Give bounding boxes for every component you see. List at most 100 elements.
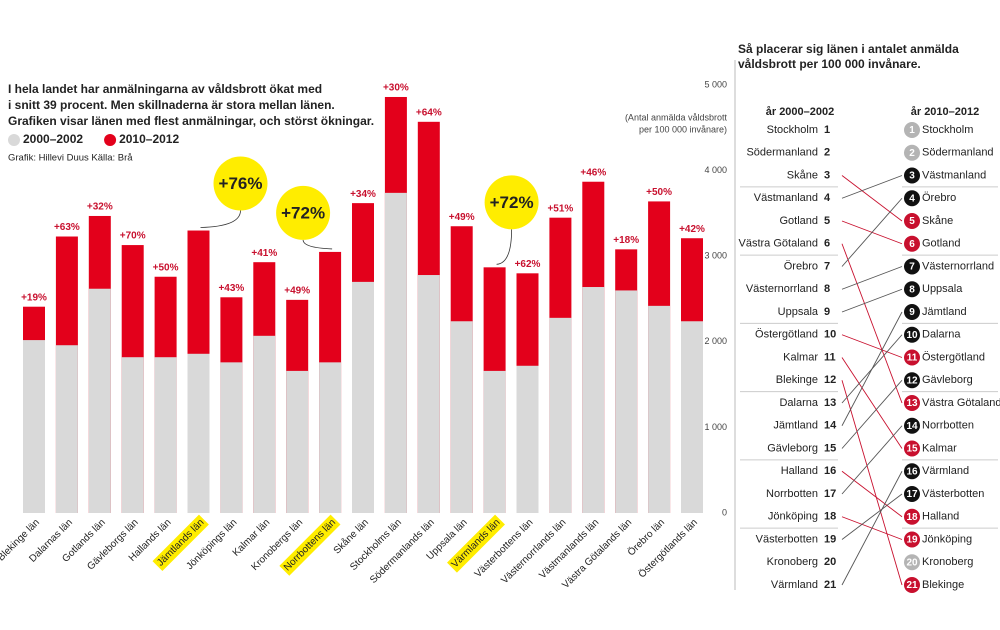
callout-line xyxy=(302,239,333,250)
left-name: Västerbotten xyxy=(756,533,818,545)
rank-circle xyxy=(904,417,920,434)
right-name: Östergötland xyxy=(922,351,985,363)
bar xyxy=(384,192,407,513)
left-rank: 20 xyxy=(824,556,836,568)
change-label: +32% xyxy=(87,202,113,213)
left-rank: 12 xyxy=(824,374,836,386)
left-rank: 11 xyxy=(824,351,836,363)
left-name: Jämtland xyxy=(773,420,818,432)
bar xyxy=(681,321,703,513)
left-rank: 5 xyxy=(824,215,830,227)
rank-circle xyxy=(904,554,920,571)
bar xyxy=(417,275,440,513)
left-name: Skåne xyxy=(787,169,818,181)
x-label-group: Östergötlands län xyxy=(636,517,700,581)
right-name: Halland xyxy=(922,511,959,523)
bar xyxy=(23,340,45,513)
left-rank: 1 xyxy=(824,124,830,136)
right-name: Västra Götaland xyxy=(922,397,1000,409)
change-label: +50% xyxy=(646,187,672,198)
left-rank: 19 xyxy=(824,533,836,545)
axis-note: (Antal anmälda våldsbrott xyxy=(625,112,728,122)
callout-label: +72% xyxy=(281,203,325,222)
callout-circle xyxy=(484,175,539,230)
bar xyxy=(516,365,539,513)
right-rank: 17 xyxy=(906,489,918,500)
change-label: +49% xyxy=(284,285,310,296)
rank-connector xyxy=(841,471,903,586)
left-name: Dalarna xyxy=(779,397,818,409)
rank-connector xyxy=(841,357,903,449)
callout-line xyxy=(200,210,241,228)
bar xyxy=(549,317,572,513)
bar xyxy=(187,353,210,513)
change-label: +63% xyxy=(54,222,80,233)
left-name: Västra Götaland xyxy=(739,238,819,250)
x-label-highlight xyxy=(447,514,505,573)
callout-circle xyxy=(276,185,331,240)
change-label: +18% xyxy=(613,235,639,246)
left-name: Västmanland xyxy=(754,192,818,204)
intro-text: i snitt 39 procent. Men skillnaderna är … xyxy=(8,98,335,112)
right-rank: 9 xyxy=(909,307,915,318)
right-rank: 15 xyxy=(906,444,918,455)
left-name: Stockholm xyxy=(767,124,818,136)
right-name: Västmanland xyxy=(922,169,986,181)
rank-circle xyxy=(904,258,920,275)
right-name: Värmland xyxy=(922,465,969,477)
left-name: Västernorrland xyxy=(746,283,818,295)
rank-connector xyxy=(841,175,903,222)
right-rank: 14 xyxy=(906,421,918,432)
intro-text: Grafiken visar länen med flest anmälning… xyxy=(8,114,374,128)
callout-circle xyxy=(213,156,268,211)
callout-line xyxy=(496,229,512,265)
ranking-title: våldsbrott per 100 000 invånare. xyxy=(738,57,921,71)
y-tick-label: 2 000 xyxy=(704,336,727,346)
right-rank: 16 xyxy=(906,466,918,477)
change-label: +46% xyxy=(580,167,606,178)
left-rank: 16 xyxy=(824,465,836,477)
right-name: Gävleborg xyxy=(922,374,973,386)
rank-circle xyxy=(904,440,920,457)
rank-circle xyxy=(904,144,920,161)
callout-label: +72% xyxy=(490,193,534,212)
right-name: Norrbotten xyxy=(922,420,974,432)
change-label: +62% xyxy=(515,259,541,270)
x-label-highlight xyxy=(279,514,341,576)
rank-circle xyxy=(904,213,920,229)
right-name: Gotland xyxy=(922,238,961,250)
left-name: Gävleborg xyxy=(767,442,818,454)
left-name: Kronoberg xyxy=(767,556,818,568)
left-rank: 18 xyxy=(824,511,836,523)
left-name: Blekinge xyxy=(776,374,818,386)
right-name: Blekinge xyxy=(922,579,964,591)
bar xyxy=(319,362,342,513)
change-label: +19% xyxy=(21,292,47,303)
change-label: +70% xyxy=(120,231,146,242)
bar xyxy=(615,290,638,513)
y-tick-label: 0 xyxy=(722,507,727,517)
right-rank: 1 xyxy=(909,125,915,136)
right-name: Stockholm xyxy=(922,124,973,136)
rank-circle xyxy=(904,508,920,525)
credit: Grafik: Hillevi Duus Källa: Brå xyxy=(8,153,133,164)
right-rank: 8 xyxy=(909,284,915,295)
right-rank: 2 xyxy=(909,148,915,159)
bar xyxy=(286,370,309,513)
rank-circle xyxy=(904,349,920,366)
ranking-title: Så placerar sig länen i antalet anmälda xyxy=(738,42,959,56)
legend-label: 2000–2002 xyxy=(23,132,83,146)
rank-connector xyxy=(841,288,903,313)
left-name: Södermanland xyxy=(746,147,818,159)
left-name: Uppsala xyxy=(778,306,819,318)
change-label: +51% xyxy=(547,203,573,214)
left-name: Örebro xyxy=(784,260,818,272)
bar xyxy=(450,321,473,513)
right-name: Skåne xyxy=(922,215,953,227)
right-name: Kalmar xyxy=(922,442,957,454)
left-rank: 2 xyxy=(824,147,830,159)
rank-connector xyxy=(841,266,903,290)
change-label: +42% xyxy=(679,224,705,235)
rank-connector xyxy=(841,197,903,267)
left-name: Kalmar xyxy=(783,351,818,363)
